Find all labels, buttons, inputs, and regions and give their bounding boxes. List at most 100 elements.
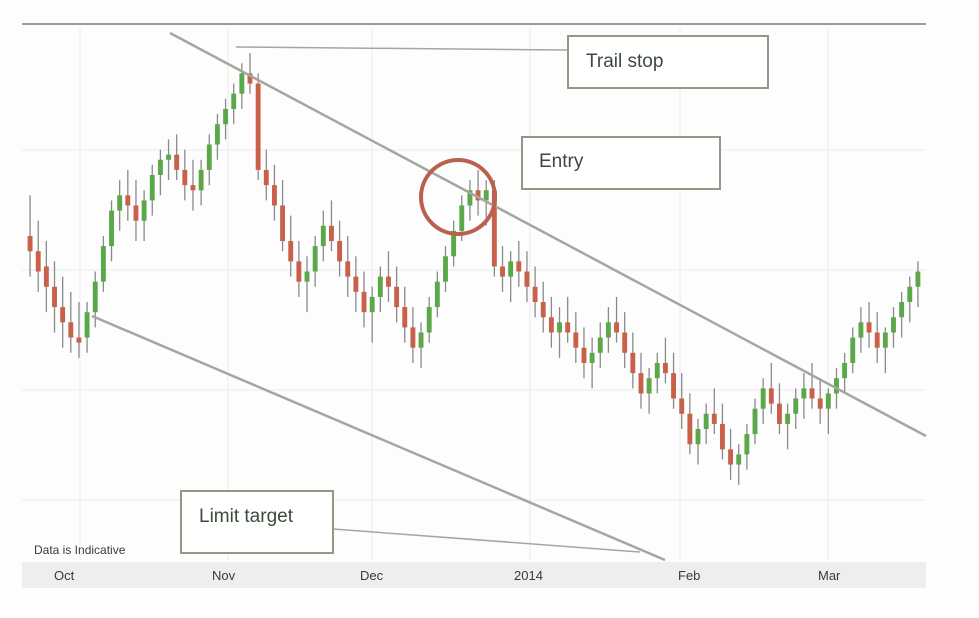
- candle: [43, 241, 49, 313]
- candle-body-down: [491, 190, 497, 267]
- candle: [508, 251, 514, 302]
- candle: [605, 307, 611, 353]
- candle: [206, 134, 212, 186]
- x-axis-band: [22, 562, 926, 588]
- candle-body-up: [801, 388, 807, 399]
- candle-body-up: [793, 398, 799, 414]
- candle-body-down: [719, 423, 725, 450]
- candle-body-down: [133, 205, 139, 221]
- candle-body-up: [109, 210, 114, 247]
- candle: [263, 149, 269, 201]
- candle-body-down: [280, 205, 286, 242]
- candle-body-down: [353, 276, 359, 292]
- candle: [736, 444, 742, 485]
- candle: [548, 296, 554, 348]
- candle: [695, 418, 701, 465]
- candle-body-up: [223, 108, 229, 125]
- candle: [540, 281, 546, 333]
- limit-target-box: [180, 490, 334, 554]
- entry-circle-marker: [419, 158, 497, 236]
- candle: [500, 246, 505, 292]
- candle: [157, 149, 163, 196]
- candle-body-up: [785, 413, 791, 424]
- candle-body-up: [858, 322, 864, 338]
- candle-body-down: [361, 291, 367, 313]
- candle-body-down: [345, 261, 351, 277]
- candle: [858, 307, 864, 353]
- candle: [231, 83, 237, 125]
- candle: [817, 378, 823, 424]
- candle-body-up: [703, 413, 709, 429]
- candle-body-up: [646, 378, 652, 394]
- candle-body-down: [288, 241, 294, 262]
- candle-body-down: [687, 413, 693, 445]
- candle: [182, 149, 188, 201]
- candle-body-up: [231, 93, 237, 109]
- candle-body-down: [402, 307, 408, 328]
- limit-target-label: Limit target: [199, 506, 294, 527]
- candle-body-down: [581, 347, 587, 363]
- candle: [304, 256, 310, 313]
- candle-body-up: [117, 195, 123, 211]
- candle: [801, 373, 807, 419]
- candle-body-down: [662, 362, 668, 374]
- candle: [866, 302, 872, 348]
- candle-body-down: [386, 276, 391, 287]
- candle: [353, 256, 359, 313]
- candle-body-up: [100, 246, 106, 282]
- candle-body-down: [247, 73, 253, 84]
- candle: [915, 261, 921, 308]
- candle: [52, 261, 57, 333]
- candle: [190, 159, 196, 211]
- candle-body-up: [426, 307, 432, 333]
- candle-body-up: [206, 144, 212, 170]
- x-tick-label: Feb: [678, 568, 700, 583]
- candle: [850, 327, 856, 374]
- candle-body-up: [915, 271, 921, 287]
- candle: [337, 220, 343, 277]
- candle-body-up: [597, 337, 603, 353]
- entry-label: Entry: [539, 151, 584, 172]
- candle-body-up: [842, 362, 848, 379]
- candle-body-down: [337, 241, 343, 262]
- candle: [402, 286, 408, 343]
- candle-body-down: [874, 332, 880, 348]
- candle: [882, 327, 888, 374]
- candle-body-up: [899, 302, 905, 318]
- candle: [247, 53, 253, 94]
- candle-body-up: [891, 317, 896, 333]
- candle: [394, 266, 400, 323]
- candle: [109, 200, 114, 262]
- candle-body-up: [752, 408, 758, 435]
- candle: [581, 327, 587, 379]
- candle-body-up: [166, 154, 171, 160]
- candle-body-down: [475, 190, 481, 201]
- candle-body-up: [825, 393, 831, 409]
- candle: [728, 429, 734, 480]
- candle: [597, 322, 603, 369]
- candle: [809, 362, 815, 409]
- candle-body-up: [239, 73, 245, 94]
- candle-body-up: [304, 271, 310, 282]
- candle: [565, 296, 571, 343]
- candle-body-up: [907, 286, 913, 302]
- candle-body-down: [524, 271, 530, 287]
- candle-body-down: [255, 83, 261, 170]
- candle: [369, 286, 375, 343]
- candle-body-down: [573, 332, 579, 348]
- candle-body-down: [728, 449, 734, 465]
- candle-body-down: [125, 195, 131, 206]
- candle-body-up: [214, 124, 220, 145]
- x-tick-label: 2014: [514, 568, 543, 583]
- candle-body-up: [434, 281, 440, 308]
- candle-body-down: [768, 388, 774, 404]
- candle: [174, 134, 180, 181]
- candle: [410, 307, 416, 363]
- candle-body-down: [182, 169, 188, 186]
- candle: [451, 220, 457, 267]
- candle-body-down: [532, 286, 538, 302]
- candle: [214, 114, 220, 160]
- candle-body-down: [516, 261, 522, 272]
- candle: [418, 322, 424, 369]
